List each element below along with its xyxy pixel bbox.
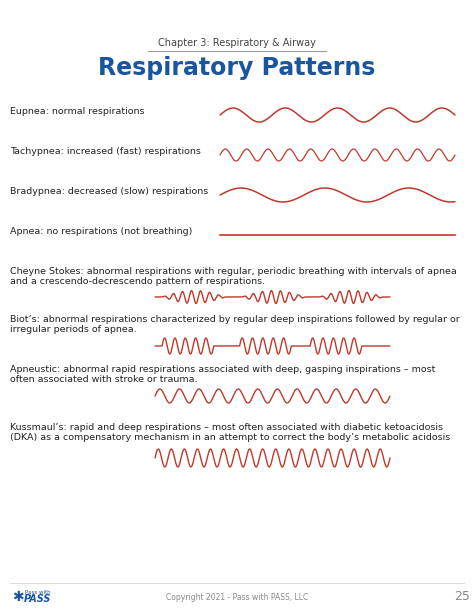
Text: Pass with: Pass with (25, 590, 51, 595)
Text: and a crescendo-decrescendo pattern of respirations.: and a crescendo-decrescendo pattern of r… (10, 276, 265, 286)
Text: irregular periods of apnea.: irregular periods of apnea. (10, 326, 137, 335)
Text: often associated with stroke or trauma.: often associated with stroke or trauma. (10, 376, 198, 384)
Text: Bradypnea: decreased (slow) respirations: Bradypnea: decreased (slow) respirations (10, 186, 208, 196)
Text: Respiratory Patterns: Respiratory Patterns (98, 56, 376, 80)
Text: Biot’s: abnormal respirations characterized by regular deep inspirations followe: Biot’s: abnormal respirations characteri… (10, 316, 460, 324)
Text: Tachypnea: increased (fast) respirations: Tachypnea: increased (fast) respirations (10, 147, 201, 156)
Text: Cheyne Stokes: abnormal respirations with regular, periodic breathing with inter: Cheyne Stokes: abnormal respirations wit… (10, 267, 457, 275)
Text: (DKA) as a compensatory mechanism in an attempt to correct the body’s metabolic : (DKA) as a compensatory mechanism in an … (10, 433, 450, 443)
Text: 25: 25 (454, 590, 470, 604)
Text: Chapter 3: Respiratory & Airway: Chapter 3: Respiratory & Airway (158, 38, 316, 48)
Text: PASS: PASS (24, 594, 51, 604)
Text: ✱: ✱ (12, 590, 24, 604)
Text: Eupnea: normal respirations: Eupnea: normal respirations (10, 107, 145, 115)
Text: Apnea: no respirations (not breathing): Apnea: no respirations (not breathing) (10, 226, 192, 235)
Text: Apneustic: abnormal rapid respirations associated with deep, gasping inspiration: Apneustic: abnormal rapid respirations a… (10, 365, 436, 375)
Text: Kussmaul’s: rapid and deep respirations – most often associated with diabetic ke: Kussmaul’s: rapid and deep respirations … (10, 424, 443, 433)
Text: Copyright 2021 - Pass with PASS, LLC: Copyright 2021 - Pass with PASS, LLC (166, 593, 308, 601)
